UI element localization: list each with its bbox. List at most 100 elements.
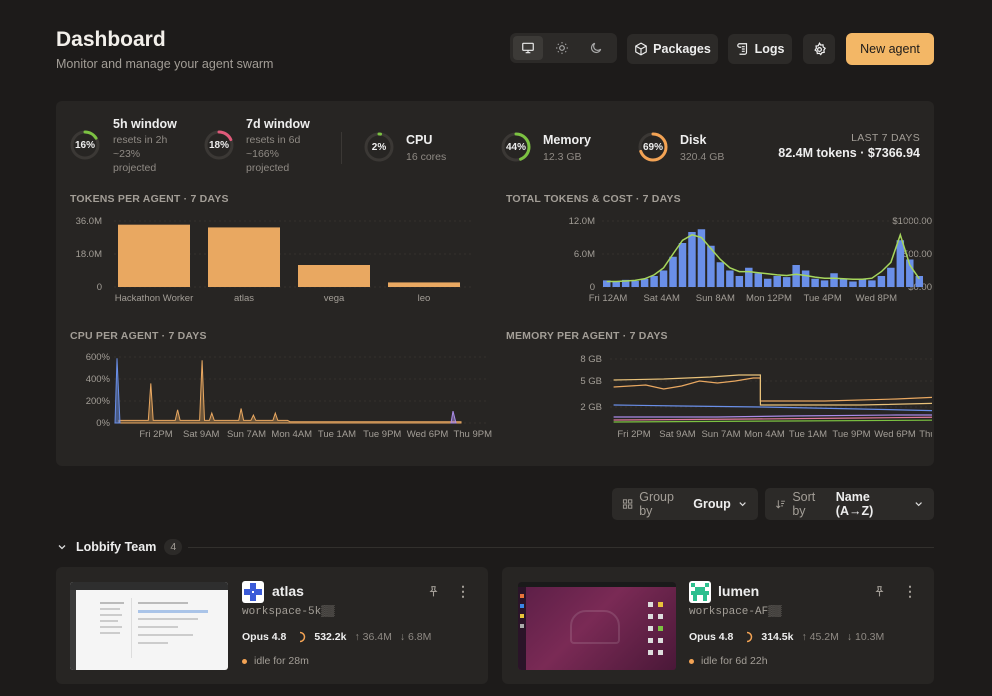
agent-name: lumen	[718, 583, 760, 599]
pin-button[interactable]	[873, 585, 886, 603]
token-bar	[839, 278, 848, 287]
token-bar	[792, 265, 800, 287]
group-by-dropdown[interactable]: Group by Group	[612, 488, 758, 520]
x-tick-label: Sat 9AM	[183, 429, 220, 440]
pin-icon	[875, 586, 884, 597]
pixel-robot-icon	[691, 583, 709, 601]
memory-title: Memory	[543, 133, 591, 147]
x-tick-label: Sat 4AM	[643, 293, 680, 304]
team-group-header[interactable]: Lobbify Team 4	[56, 539, 183, 555]
agent-tokens-down: ↓ 6.8M	[399, 631, 432, 643]
y-tick-label: 400%	[86, 374, 111, 385]
dark-theme-button[interactable]	[581, 36, 611, 60]
x-tick-label: Sat 9AM	[659, 429, 696, 440]
stats-panel: 16% 5h window resets in 2h ~23% projecte…	[56, 101, 934, 466]
disk-info: Disk 320.4 GB	[680, 133, 724, 164]
x-tick-label: Hackathon Worker	[115, 293, 194, 304]
light-theme-button[interactable]	[547, 36, 577, 60]
gear-icon	[813, 41, 826, 55]
more-options-button[interactable]: ⋮	[903, 583, 917, 599]
y-tick-label: 18.0M	[76, 249, 102, 260]
x-tick-label: vega	[324, 293, 345, 304]
memory-size: 12.3 GB	[543, 151, 582, 163]
agent-model: Opus 4.8	[242, 631, 287, 643]
y-tick-label: 2 GB	[580, 402, 602, 413]
y-tick-label: 5 GB	[580, 376, 602, 387]
cpu-ring-graphic	[364, 132, 394, 162]
x-tick-label: atlas	[234, 293, 254, 304]
agent-card-atlas[interactable]: atlas workspace-5k▒▒ ⋮ Opus 4.8 532.2k ↑…	[56, 567, 488, 684]
cpu-per-agent-title: CPU PER AGENT · 7 DAYS	[70, 330, 207, 342]
cpu-chart-group: 600% 400% 200% 0% Fri 2PM Sat 9AM Sun 7AM Mon 4…	[86, 352, 492, 440]
seven-day-ring: 18%	[203, 129, 235, 161]
x-tick-label: Sun 8AM	[696, 293, 735, 304]
logs-button[interactable]: Logs	[728, 34, 792, 64]
x-tick-label: Sun 7AM	[701, 429, 740, 440]
cpu-spike-purple	[450, 410, 457, 424]
memory-ring-graphic	[501, 132, 531, 162]
tokens-per-agent-chart: 36.0M 18.0M 0 Hackathon Worker atlas vega leo	[76, 216, 474, 304]
sort-by-dropdown[interactable]: Sort by Name (A→Z)	[765, 488, 934, 520]
agent-usage-row: Opus 4.8 314.5k ↑ 45.2M ↓ 10.3M	[689, 631, 884, 643]
monitor-theme-button[interactable]	[513, 36, 543, 60]
agent-tokens-down: ↓ 10.3M	[846, 631, 885, 643]
token-bar	[612, 281, 620, 287]
token-bar	[640, 278, 649, 287]
total-tokens-cost-title: TOTAL TOKENS & COST · 7 DAYS	[506, 193, 681, 205]
status-dot	[242, 658, 247, 664]
token-bar	[716, 262, 725, 287]
pixel-cross-icon	[244, 583, 262, 601]
y-tick-label: 200%	[86, 396, 111, 407]
agent-tokens: 314.5k	[761, 631, 794, 643]
lumen-avatar	[689, 581, 711, 603]
settings-button[interactable]	[803, 34, 835, 64]
disk-title: Disk	[680, 133, 707, 147]
x-tick-label: Tue 4PM	[804, 293, 842, 304]
tokens-bars-group: 36.0M 18.0M 0 Hackathon Worker atlas vega leo	[76, 216, 474, 304]
group-by-value: Group	[693, 497, 731, 511]
disk-ring: 69%	[637, 131, 669, 163]
x-tick-label: Tue 9PM	[832, 429, 870, 440]
seven-day-projected-label: projected	[246, 162, 290, 174]
token-bar	[915, 276, 923, 287]
x-tick-label: Fri 2PM	[139, 429, 172, 440]
y-right-tick-label: $0.00	[908, 282, 932, 293]
memory-info: Memory 12.3 GB	[543, 133, 591, 164]
token-bar	[735, 276, 744, 287]
token-bar	[669, 256, 677, 287]
new-agent-button[interactable]: New agent	[846, 33, 934, 65]
team-divider	[188, 547, 934, 548]
token-bar	[603, 280, 611, 287]
token-bar	[688, 232, 696, 287]
spinner-icon	[747, 631, 753, 643]
memory-pct: 44%	[505, 142, 526, 153]
more-options-button[interactable]: ⋮	[456, 583, 470, 599]
x-tick-label: Mon 12PM	[746, 293, 792, 304]
chevron-down-icon	[915, 502, 922, 507]
pin-button[interactable]	[427, 585, 440, 603]
token-bar	[868, 280, 876, 287]
token-bar	[906, 259, 914, 287]
memory-per-agent-chart: 8 GB 5 GB 2 GB Fri 2PM Sat 9AM Sun 7AM Mon 4AM…	[580, 354, 932, 440]
grid-icon	[622, 499, 633, 509]
atlas-avatar	[242, 581, 264, 603]
sort-icon	[776, 500, 785, 509]
cpu-ring: 2%	[363, 131, 395, 163]
x-tick-label: Fri 2PM	[617, 429, 650, 440]
token-bar	[659, 270, 668, 287]
token-bar	[849, 281, 857, 287]
token-bar	[745, 267, 753, 287]
cpu-spike-blue	[114, 358, 121, 424]
memory-line-purple	[613, 414, 932, 418]
five-hour-ring: 16%	[69, 129, 101, 161]
agent-name: atlas	[272, 583, 304, 599]
spinner-icon	[300, 631, 306, 643]
token-bar	[754, 273, 762, 287]
token-bar	[801, 270, 810, 287]
agent-model: Opus 4.8	[689, 631, 734, 643]
cpu-cores: 16 cores	[406, 151, 447, 163]
agent-card-lumen[interactable]: lumen workspace-AF▒▒ ⋮ Opus 4.8 314.5k ↑…	[502, 567, 934, 684]
token-bar	[811, 278, 819, 287]
packages-button[interactable]: Packages	[627, 34, 718, 64]
package-icon	[635, 42, 647, 56]
